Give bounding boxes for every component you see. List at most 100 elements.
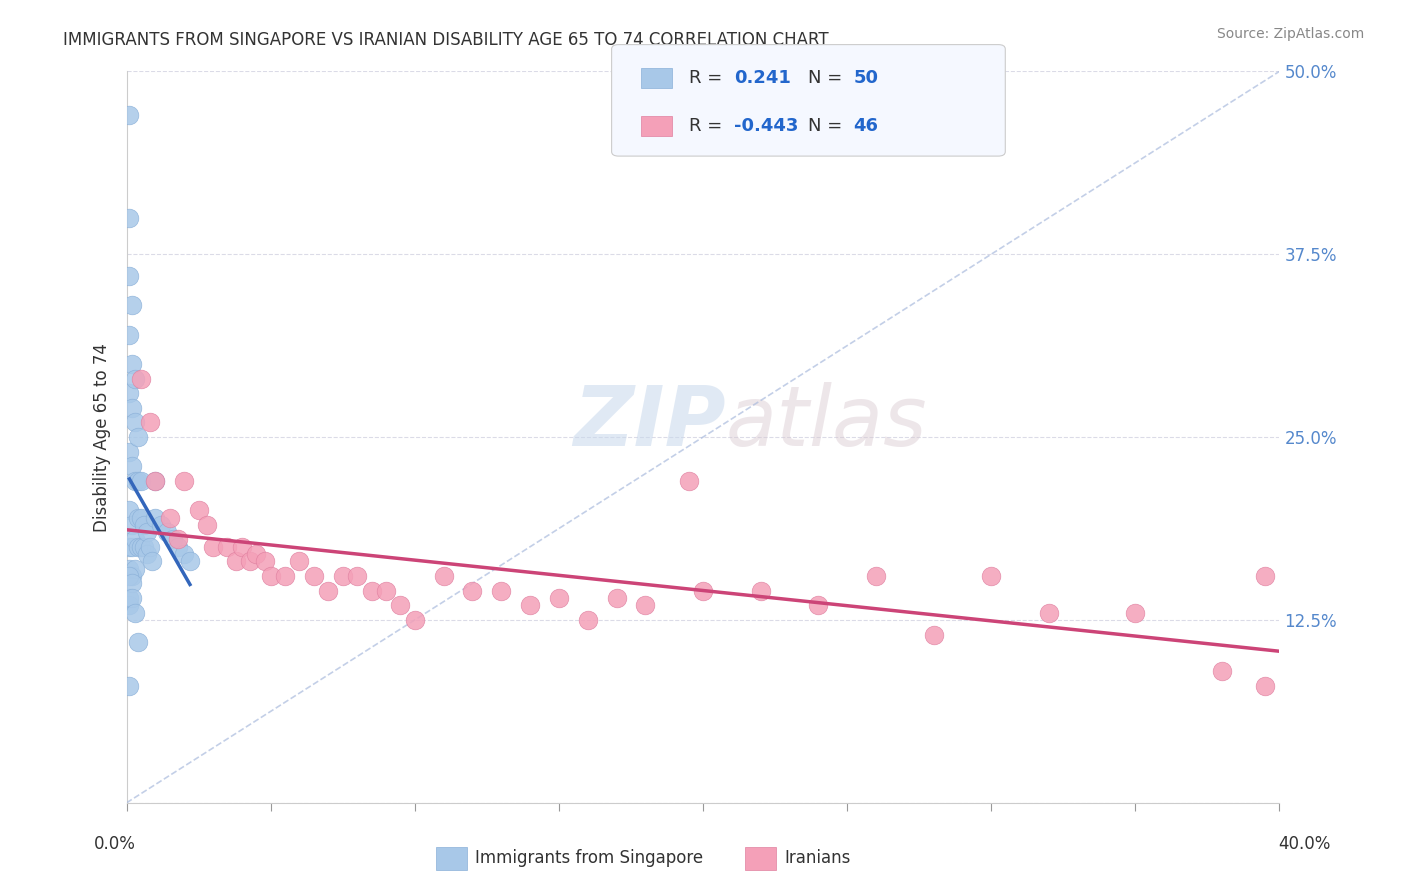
- Point: [135, 525, 157, 540]
- Point: [145, 474, 166, 488]
- Point: [127, 510, 149, 524]
- Point: [118, 108, 141, 122]
- Point: [121, 569, 143, 583]
- Text: N =: N =: [808, 117, 848, 135]
- Point: [150, 517, 173, 532]
- Point: [127, 635, 149, 649]
- Text: ZIP: ZIP: [574, 382, 725, 463]
- Point: [118, 327, 141, 342]
- Point: [121, 459, 143, 474]
- Point: [129, 371, 152, 385]
- Point: [121, 540, 143, 554]
- Point: [167, 533, 190, 547]
- Point: [138, 416, 160, 430]
- Point: [288, 554, 311, 568]
- Point: [692, 583, 714, 598]
- Point: [195, 517, 218, 532]
- Point: [118, 679, 141, 693]
- Point: [121, 298, 143, 312]
- Point: [225, 554, 247, 568]
- Point: [634, 599, 657, 613]
- Point: [374, 583, 398, 598]
- Point: [145, 510, 166, 524]
- Point: [162, 533, 184, 547]
- Text: 0.0%: 0.0%: [94, 835, 136, 853]
- Point: [124, 474, 146, 488]
- Point: [389, 599, 412, 613]
- Point: [156, 525, 179, 540]
- Point: [1125, 606, 1147, 620]
- Point: [135, 547, 157, 561]
- Point: [127, 540, 149, 554]
- Text: R =: R =: [689, 69, 728, 87]
- Point: [129, 510, 152, 524]
- Text: Iranians: Iranians: [785, 849, 851, 867]
- Text: 0.241: 0.241: [734, 69, 790, 87]
- Point: [302, 569, 325, 583]
- Point: [332, 569, 354, 583]
- Point: [865, 569, 887, 583]
- Point: [124, 562, 146, 576]
- Point: [922, 627, 945, 641]
- Point: [124, 533, 146, 547]
- Text: Immigrants from Singapore: Immigrants from Singapore: [475, 849, 703, 867]
- Point: [132, 517, 155, 532]
- Point: [118, 444, 141, 458]
- Point: [167, 540, 190, 554]
- Point: [318, 583, 340, 598]
- Point: [202, 540, 225, 554]
- Text: 46: 46: [853, 117, 879, 135]
- Text: 50: 50: [853, 69, 879, 87]
- Point: [129, 540, 152, 554]
- Point: [548, 591, 571, 605]
- Point: [121, 517, 143, 532]
- Point: [129, 474, 152, 488]
- Point: [118, 599, 141, 613]
- Point: [141, 554, 163, 568]
- Y-axis label: Disability Age 65 to 74: Disability Age 65 to 74: [93, 343, 111, 532]
- Point: [1038, 606, 1060, 620]
- Point: [606, 591, 628, 605]
- Text: atlas: atlas: [725, 382, 928, 463]
- Point: [127, 430, 149, 444]
- Point: [121, 591, 143, 605]
- Point: [360, 583, 382, 598]
- Point: [404, 613, 426, 627]
- Point: [217, 540, 239, 554]
- Point: [433, 569, 456, 583]
- Point: [121, 401, 143, 415]
- Point: [678, 474, 700, 488]
- Point: [127, 474, 149, 488]
- Point: [187, 503, 209, 517]
- Text: 40.0%: 40.0%: [1278, 835, 1331, 853]
- Point: [118, 562, 141, 576]
- Point: [124, 606, 146, 620]
- Point: [807, 599, 830, 613]
- Point: [576, 613, 599, 627]
- Point: [118, 211, 141, 225]
- Point: [124, 416, 146, 430]
- Point: [980, 569, 1002, 583]
- Point: [118, 503, 141, 517]
- Point: [124, 371, 146, 385]
- Point: [346, 569, 368, 583]
- Point: [159, 510, 181, 524]
- Point: [253, 554, 276, 568]
- Point: [274, 569, 297, 583]
- Point: [138, 540, 160, 554]
- Point: [491, 583, 513, 598]
- Point: [118, 591, 141, 605]
- Text: R =: R =: [689, 117, 728, 135]
- Point: [145, 474, 166, 488]
- Text: N =: N =: [808, 69, 848, 87]
- Point: [1211, 664, 1233, 678]
- Point: [519, 599, 541, 613]
- Point: [121, 576, 143, 591]
- Point: [118, 540, 141, 554]
- Point: [749, 583, 772, 598]
- Point: [231, 540, 253, 554]
- Point: [132, 540, 155, 554]
- Point: [118, 569, 141, 583]
- Point: [121, 357, 143, 371]
- Point: [1254, 679, 1277, 693]
